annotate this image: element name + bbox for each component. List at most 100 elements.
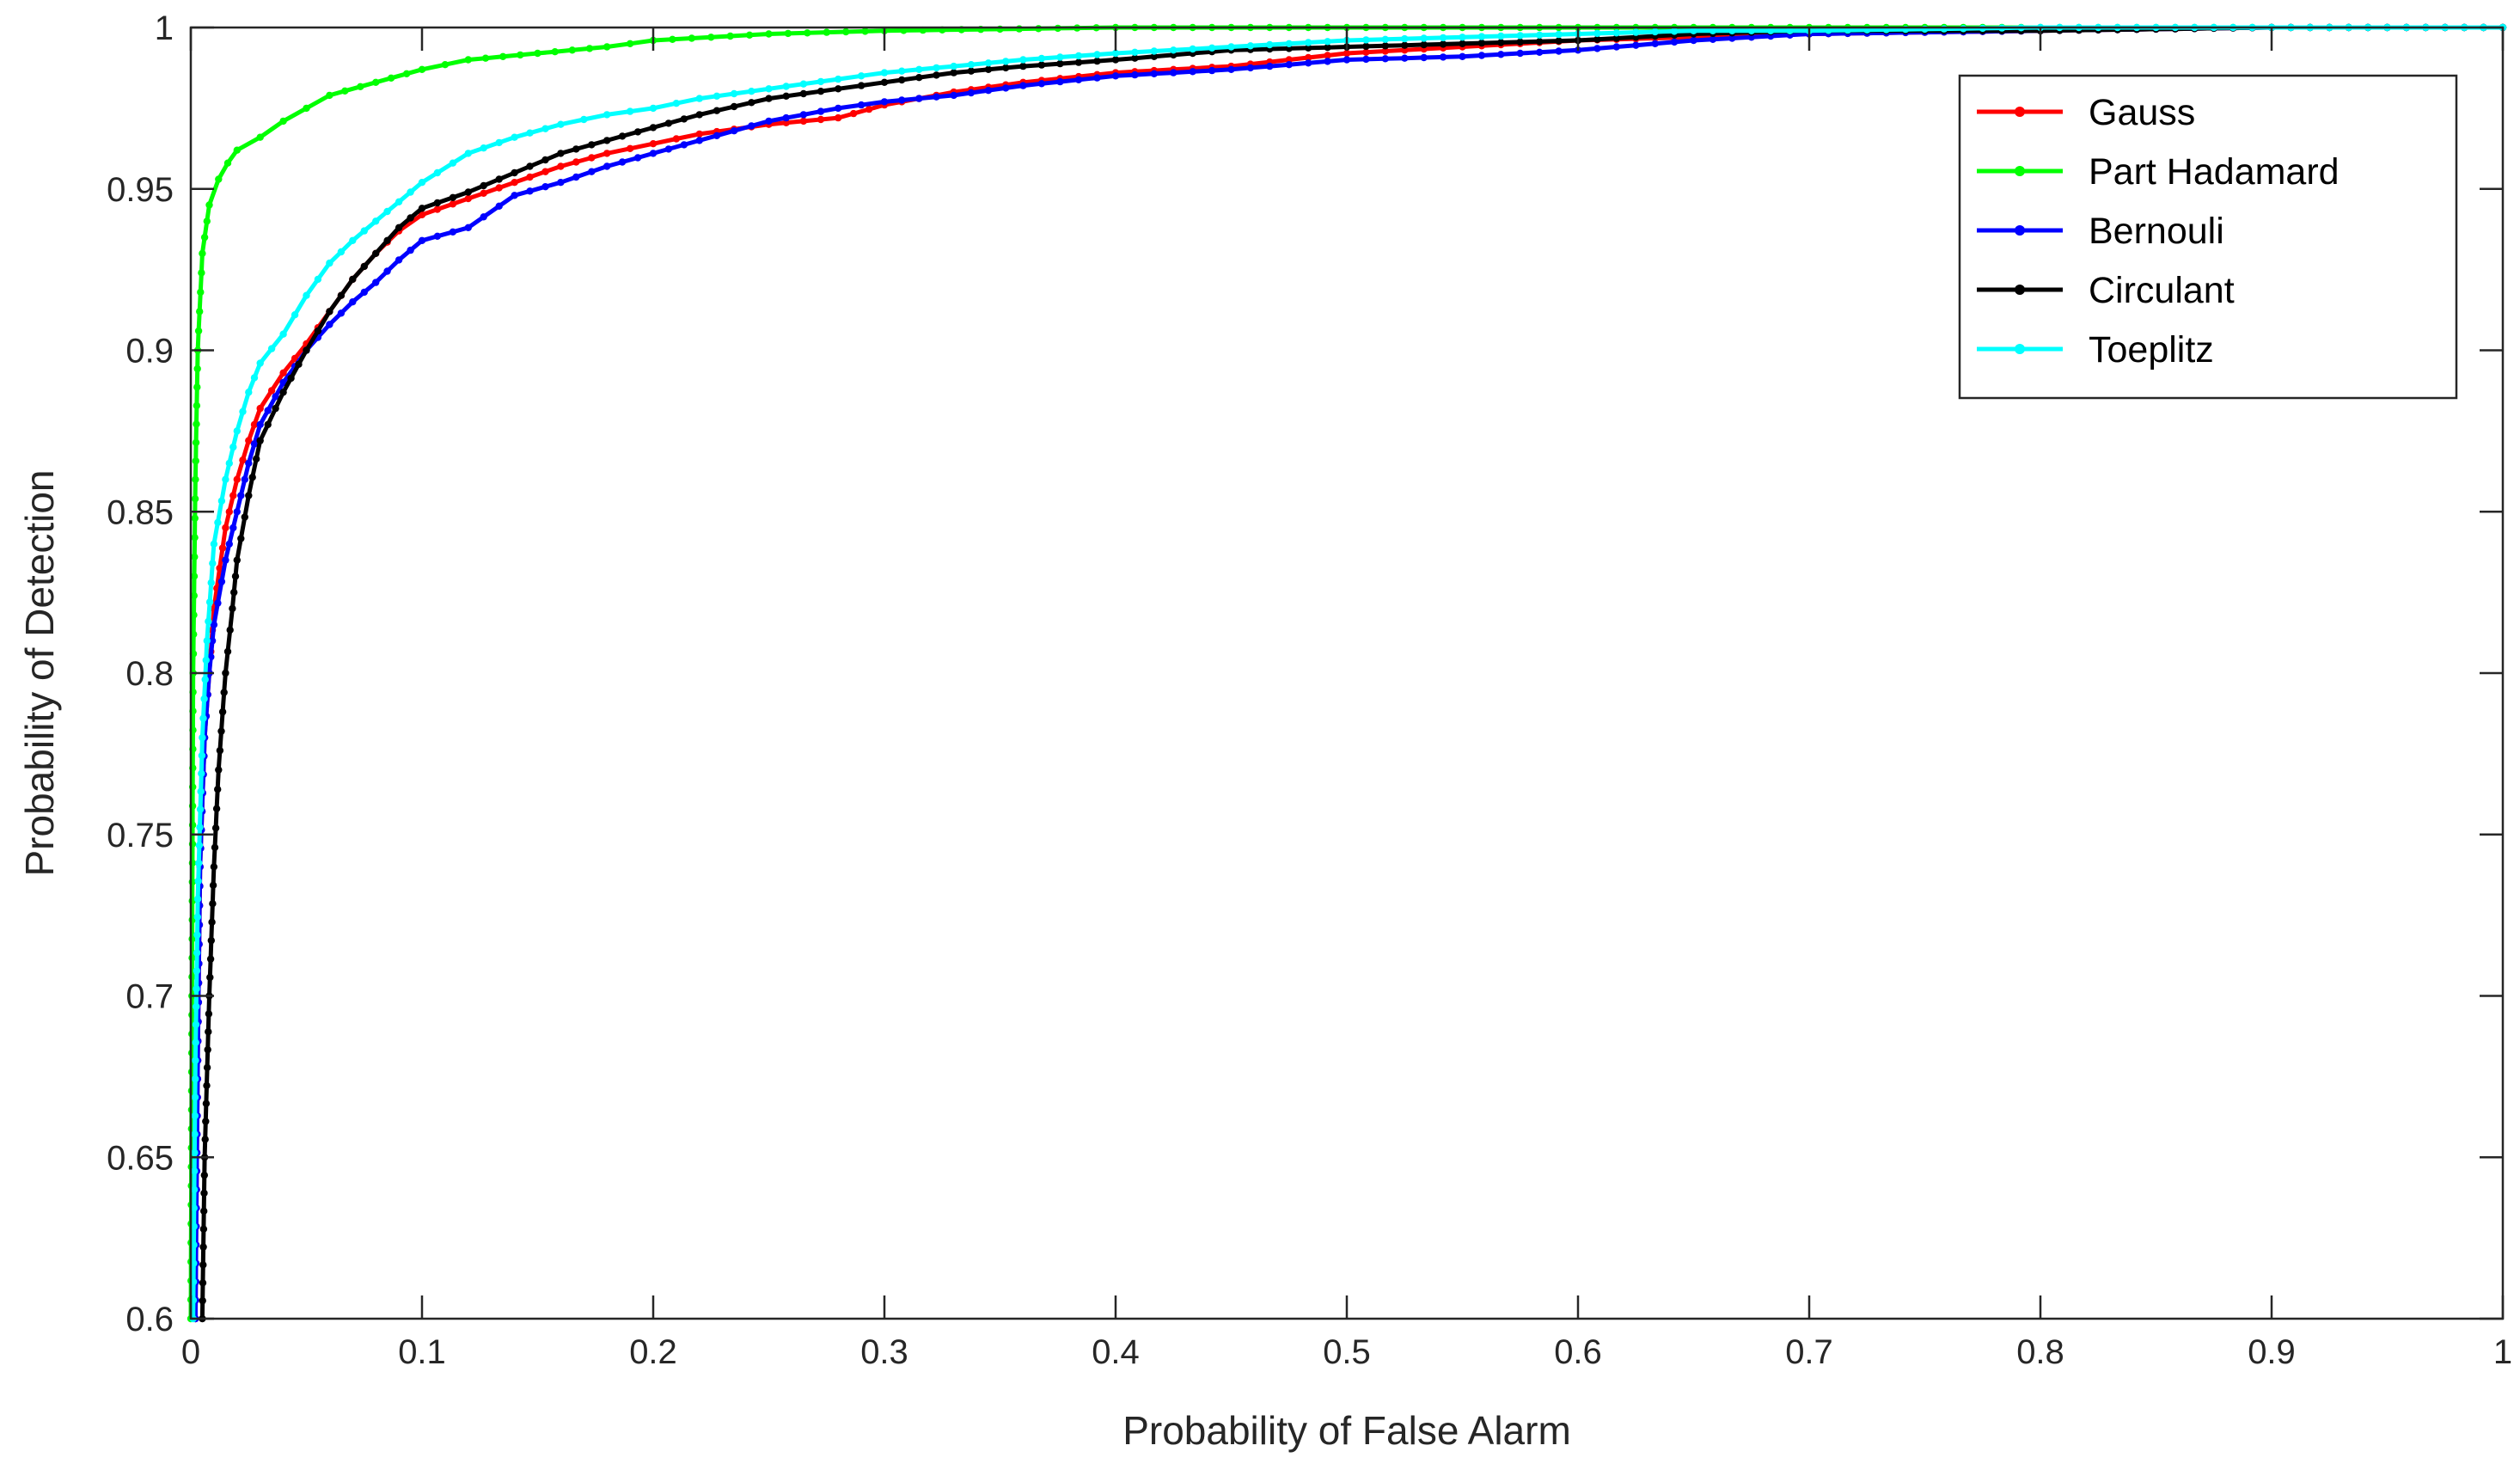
data-point-circulant	[1305, 44, 1312, 52]
data-point-gauss	[526, 173, 534, 181]
data-point-toeplitz	[1477, 33, 1486, 40]
data-point-circulant	[360, 262, 368, 271]
y-tick-label: 0.9	[125, 333, 174, 371]
data-point-toeplitz	[1728, 27, 1736, 34]
data-point-circulant	[695, 111, 703, 119]
data-point-toeplitz	[407, 188, 414, 196]
data-point-circulant	[209, 881, 217, 890]
data-point-gauss	[511, 179, 518, 187]
data-point-circulant	[211, 843, 219, 851]
data-point-bernouli	[782, 113, 790, 122]
data-point-circulant	[214, 786, 222, 793]
data-point-toeplitz	[193, 1002, 200, 1011]
data-point-part-hadamard	[233, 146, 241, 154]
data-point-toeplitz	[217, 497, 226, 505]
data-point-circulant	[245, 492, 253, 499]
data-point-bernouli	[1111, 72, 1120, 80]
data-point-bernouli	[222, 556, 229, 564]
legend: Gauss Part Hadamard Bernouli Circulant Toepl…	[1958, 74, 2458, 400]
data-point-bernouli	[1019, 82, 1027, 89]
data-point-circulant	[1459, 40, 1466, 47]
data-point-toeplitz	[1439, 34, 1447, 42]
data-point-part-hadamard	[190, 573, 199, 580]
data-point-toeplitz	[349, 236, 357, 244]
data-point-toeplitz	[557, 120, 565, 128]
data-point-gauss	[267, 387, 276, 395]
data-point-bernouli	[279, 378, 287, 387]
data-point-gauss	[279, 369, 287, 377]
data-point-bernouli	[208, 637, 217, 645]
data-point-gauss	[672, 135, 681, 143]
legend-label: Gauss	[2089, 92, 2195, 133]
y-tick-label: 0.8	[125, 655, 174, 693]
legend-entry-bernouli: Bernouli	[1977, 211, 2224, 252]
data-point-bernouli	[407, 246, 414, 254]
data-point-toeplitz	[1709, 27, 1717, 34]
data-point-toeplitz	[1381, 35, 1390, 43]
data-point-bernouli	[1477, 52, 1486, 59]
data-point-toeplitz	[1632, 28, 1640, 36]
data-point-bernouli	[233, 508, 241, 516]
data-point-circulant	[1093, 57, 1101, 65]
data-point-bernouli	[1343, 56, 1351, 64]
data-point-bernouli	[241, 475, 248, 483]
data-point-circulant	[557, 150, 565, 157]
data-point-part-hadamard	[372, 78, 380, 87]
data-point-circulant	[199, 1279, 207, 1287]
data-point-part-hadamard	[200, 233, 209, 242]
data-point-bernouli	[449, 228, 457, 236]
x-tick-label: 0.6	[1554, 1333, 1602, 1371]
data-point-bernouli	[1536, 48, 1544, 56]
data-point-gauss	[541, 168, 549, 175]
data-point-toeplitz	[1420, 34, 1428, 42]
data-point-toeplitz	[782, 83, 790, 90]
data-point-toeplitz	[239, 407, 247, 415]
x-tick-label: 0.1	[398, 1333, 446, 1371]
data-point-toeplitz	[1056, 53, 1064, 61]
data-point-part-hadamard	[464, 56, 472, 64]
data-point-toeplitz	[267, 345, 276, 352]
data-point-bernouli	[695, 137, 703, 144]
data-point-toeplitz	[201, 676, 209, 683]
data-point-circulant	[407, 214, 414, 222]
data-point-bernouli	[1074, 76, 1083, 84]
series-layer	[187, 23, 2507, 1323]
data-point-circulant	[898, 76, 906, 84]
data-point-part-hadamard	[1035, 25, 1043, 33]
data-point-gauss	[557, 162, 565, 170]
data-point-circulant	[222, 669, 229, 677]
data-point-circulant	[256, 437, 264, 444]
data-point-toeplitz	[207, 579, 215, 587]
data-point-bernouli	[1651, 40, 1659, 47]
data-point-bernouli	[1690, 36, 1697, 45]
data-point-part-hadamard	[669, 35, 676, 43]
data-point-circulant	[241, 513, 248, 521]
data-point-part-hadamard	[193, 383, 201, 391]
data-point-bernouli	[1497, 51, 1505, 58]
tick-labels: 0 0.1 0.2 0.3 0.4 0.5 0.6 0.7 0.8 0.9 1 0.6 0.65 0.7 0…	[107, 9, 2512, 1371]
data-point-toeplitz	[193, 913, 201, 921]
data-point-gauss	[239, 456, 247, 464]
data-point-toeplitz	[765, 85, 773, 93]
data-point-circulant	[200, 1207, 208, 1216]
data-point-circulant	[1111, 56, 1120, 64]
data-point-toeplitz	[1131, 48, 1139, 56]
data-point-gauss	[1362, 48, 1370, 56]
data-point-circulant	[984, 65, 993, 74]
data-point-bernouli	[950, 91, 957, 100]
data-point-bernouli	[1305, 59, 1312, 67]
data-point-toeplitz	[326, 259, 333, 267]
data-point-toeplitz	[383, 207, 391, 216]
data-point-circulant	[226, 626, 234, 634]
data-point-bernouli	[618, 158, 627, 166]
data-point-toeplitz	[1093, 51, 1101, 58]
data-point-toeplitz	[449, 159, 457, 167]
data-point-bernouli	[588, 168, 596, 175]
data-point-part-hadamard	[279, 117, 287, 126]
data-point-circulant	[264, 420, 272, 429]
data-point-toeplitz	[193, 967, 201, 975]
data-point-circulant	[206, 973, 214, 982]
data-point-toeplitz	[194, 877, 202, 885]
data-point-part-hadamard	[784, 29, 792, 38]
data-point-part-hadamard	[193, 420, 200, 428]
